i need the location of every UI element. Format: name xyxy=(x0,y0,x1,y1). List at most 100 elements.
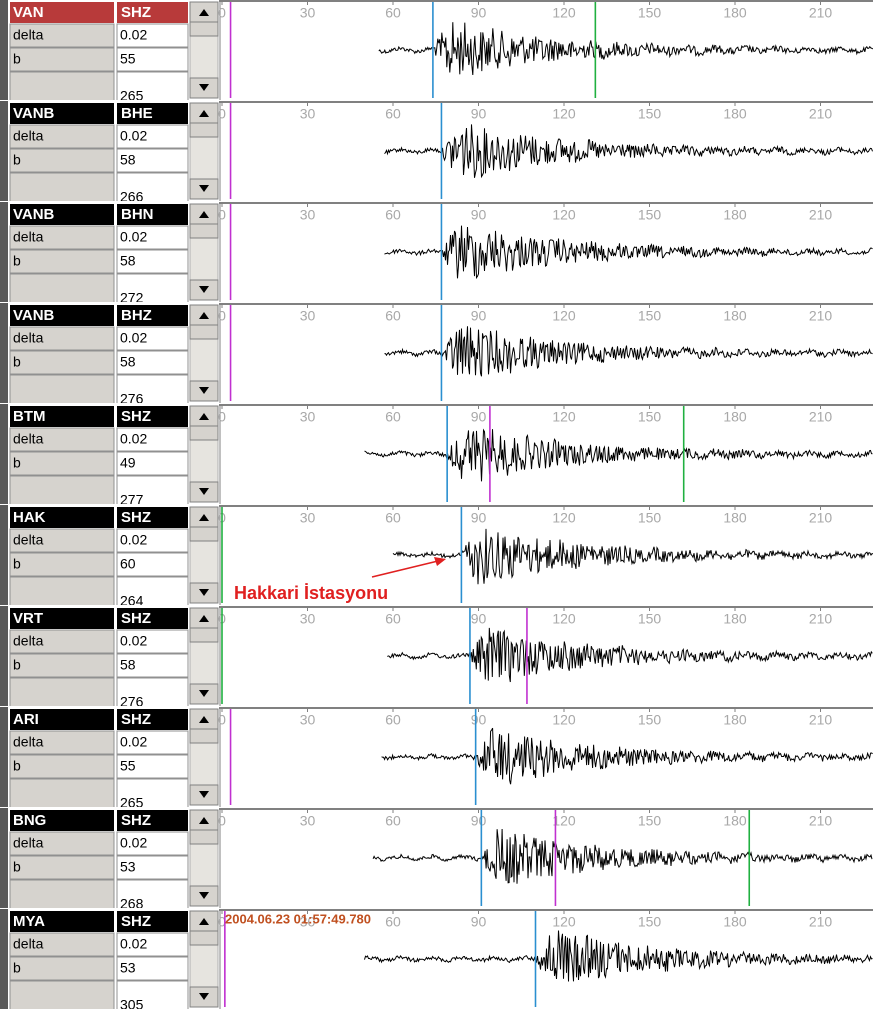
station-cell[interactable] xyxy=(10,507,114,528)
channel-name[interactable]: SHZ xyxy=(121,4,151,21)
channel-name[interactable]: SHZ xyxy=(121,812,151,829)
field-value[interactable]: 0.02 xyxy=(120,431,147,447)
field-value: 272 xyxy=(120,290,144,306)
field-value-cell[interactable] xyxy=(116,528,189,553)
field-value-cell[interactable] xyxy=(116,956,189,981)
channel-name[interactable]: SHZ xyxy=(121,408,151,425)
station-name[interactable]: BNG xyxy=(13,812,46,829)
field-value[interactable]: 58 xyxy=(120,657,136,673)
field-value-cell[interactable] xyxy=(116,629,189,654)
field-value-cell xyxy=(116,273,189,302)
field-value-cell[interactable] xyxy=(116,427,189,452)
scroll-thumb[interactable] xyxy=(189,930,219,946)
field-value-cell[interactable] xyxy=(116,47,189,72)
station-name[interactable]: VAN xyxy=(13,4,44,21)
field-value[interactable]: 60 xyxy=(120,556,136,572)
field-value[interactable]: 55 xyxy=(120,51,136,67)
field-value-cell[interactable] xyxy=(116,249,189,274)
field-value[interactable]: 0.02 xyxy=(120,27,147,43)
station-cell[interactable] xyxy=(10,204,114,225)
field-value-cell[interactable] xyxy=(116,225,189,250)
field-value-cell[interactable] xyxy=(116,552,189,577)
channel-name[interactable]: BHN xyxy=(121,206,154,223)
channel-cell[interactable] xyxy=(117,608,188,629)
scroll-thumb[interactable] xyxy=(189,627,219,643)
station-cell[interactable] xyxy=(10,810,114,831)
channel-name[interactable]: SHZ xyxy=(121,711,151,728)
channel-cell[interactable] xyxy=(117,305,188,326)
station-cell[interactable] xyxy=(10,2,114,23)
station-cell[interactable] xyxy=(10,103,114,124)
station-name[interactable]: ARI xyxy=(13,711,39,728)
field-value[interactable]: 0.02 xyxy=(120,734,147,750)
field-value-cell[interactable] xyxy=(116,23,189,48)
field-value-cell[interactable] xyxy=(116,148,189,173)
field-value-cell[interactable] xyxy=(116,350,189,375)
left-border xyxy=(0,303,8,403)
scroll-thumb[interactable] xyxy=(189,21,219,37)
scroll-thumb[interactable] xyxy=(189,526,219,542)
station-cell[interactable] xyxy=(10,911,114,932)
station-name[interactable]: VRT xyxy=(13,610,43,627)
time-tick-label: 210 xyxy=(809,308,833,324)
channel-cell[interactable] xyxy=(117,2,188,23)
field-value-cell[interactable] xyxy=(116,326,189,351)
field-value[interactable]: 0.02 xyxy=(120,835,147,851)
field-value[interactable]: 58 xyxy=(120,354,136,370)
field-value-cell[interactable] xyxy=(116,451,189,476)
field-label-cell xyxy=(9,225,115,250)
scroll-thumb[interactable] xyxy=(189,223,219,239)
scroll-thumb[interactable] xyxy=(189,829,219,845)
field-value[interactable]: 58 xyxy=(120,253,136,269)
station-cell[interactable] xyxy=(10,406,114,427)
scroll-thumb[interactable] xyxy=(189,324,219,340)
channel-name[interactable]: SHZ xyxy=(121,610,151,627)
field-value-cell[interactable] xyxy=(116,855,189,880)
trace-panel: BNG SHZ delta 0.02 b 53 268 0 30 60 90 120 150 180 210 xyxy=(0,808,873,908)
field-value[interactable]: 0.02 xyxy=(120,532,147,548)
field-value[interactable]: 53 xyxy=(120,859,136,875)
time-tick-label: 0 xyxy=(218,106,226,122)
channel-name[interactable]: BHZ xyxy=(121,307,152,324)
field-value[interactable]: 55 xyxy=(120,758,136,774)
field-value-cell[interactable] xyxy=(116,653,189,678)
field-value-cell[interactable] xyxy=(116,124,189,149)
channel-cell[interactable] xyxy=(117,507,188,528)
channel-name[interactable]: SHZ xyxy=(121,509,151,526)
field-value-cell[interactable] xyxy=(116,754,189,779)
field-value[interactable]: 0.02 xyxy=(120,330,147,346)
field-value[interactable]: 49 xyxy=(120,455,136,471)
scroll-thumb[interactable] xyxy=(189,425,219,441)
field-value[interactable]: 0.02 xyxy=(120,633,147,649)
station-name[interactable]: VANB xyxy=(13,206,55,223)
field-value[interactable]: 53 xyxy=(120,960,136,976)
field-value-cell[interactable] xyxy=(116,831,189,856)
station-cell[interactable] xyxy=(10,305,114,326)
field-label-cell xyxy=(9,326,115,351)
channel-name[interactable]: SHZ xyxy=(121,913,151,930)
station-cell[interactable] xyxy=(10,608,114,629)
field-value[interactable]: 0.02 xyxy=(120,128,147,144)
channel-cell[interactable] xyxy=(117,406,188,427)
station-name[interactable]: BTM xyxy=(13,408,46,425)
field-value-cell[interactable] xyxy=(116,730,189,755)
channel-cell[interactable] xyxy=(117,810,188,831)
station-cell[interactable] xyxy=(10,709,114,730)
scroll-thumb[interactable] xyxy=(189,122,219,138)
station-name[interactable]: MYA xyxy=(13,913,45,930)
channel-cell[interactable] xyxy=(117,911,188,932)
field-value[interactable]: 0.02 xyxy=(120,936,147,952)
field-value[interactable]: 58 xyxy=(120,152,136,168)
channel-name[interactable]: BHE xyxy=(121,105,153,122)
field-value[interactable]: 0.02 xyxy=(120,229,147,245)
station-name[interactable]: VANB xyxy=(13,307,55,324)
channel-cell[interactable] xyxy=(117,709,188,730)
field-value-cell[interactable] xyxy=(116,932,189,957)
station-name[interactable]: VANB xyxy=(13,105,55,122)
station-name[interactable]: HAK xyxy=(13,509,46,526)
scroll-thumb[interactable] xyxy=(189,728,219,744)
field-label-cell xyxy=(9,730,115,755)
left-border xyxy=(0,404,8,504)
channel-cell[interactable] xyxy=(117,103,188,124)
channel-cell[interactable] xyxy=(117,204,188,225)
